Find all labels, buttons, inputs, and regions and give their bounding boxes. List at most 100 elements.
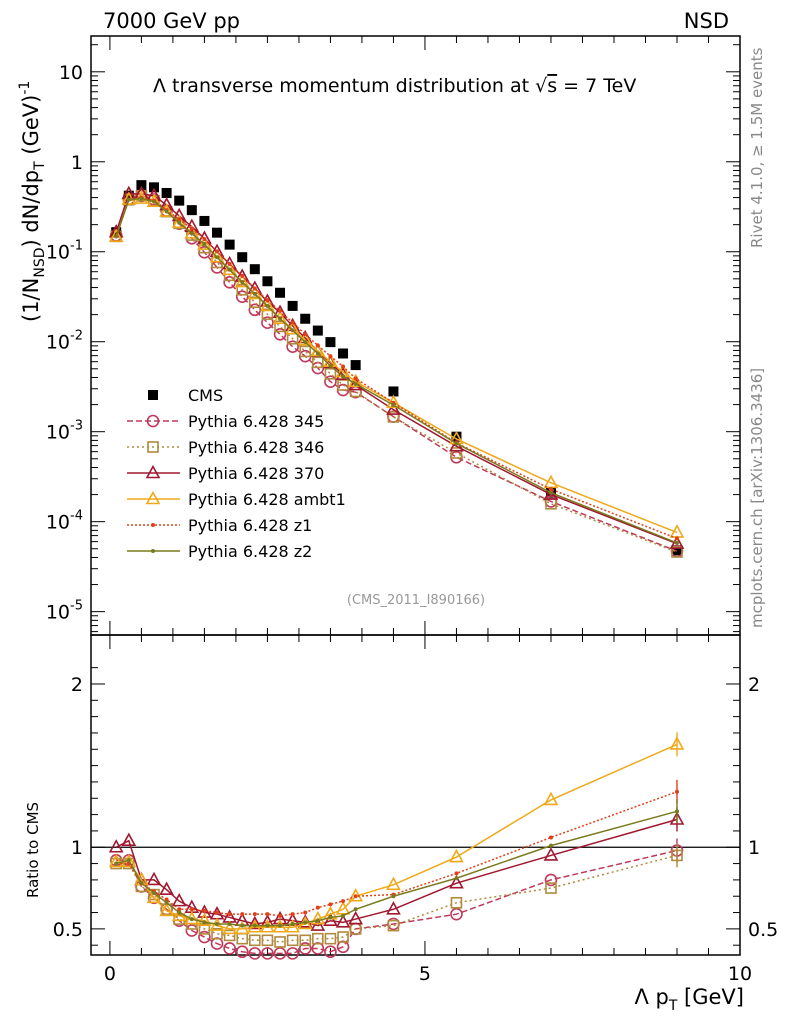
legend-item: Pythia 6.428 ambt1 — [127, 490, 346, 509]
ratio-point — [240, 912, 245, 917]
ratio-point — [227, 912, 232, 917]
ratio-point — [353, 907, 358, 912]
ratio-point — [324, 945, 337, 959]
legend-label: Pythia 6.428 370 — [188, 464, 324, 483]
data-point — [300, 313, 311, 324]
ratio-point — [248, 947, 262, 960]
ratio-y-tick-label-right: 0.5 — [748, 919, 778, 941]
data-point — [290, 320, 295, 325]
ratio-plot-frame — [90, 634, 741, 956]
data-point — [215, 249, 220, 254]
ratio-point — [335, 901, 351, 915]
data-point — [199, 215, 210, 226]
legend-marker — [151, 549, 155, 553]
data-point — [212, 227, 223, 238]
ratio-point — [159, 881, 174, 895]
ratio-point — [215, 910, 220, 915]
data-point — [450, 447, 463, 459]
ratio-point — [544, 873, 558, 887]
ratio-y-tick-label: 2 — [71, 674, 83, 696]
data-point — [114, 234, 119, 239]
y-axis-label-main: (1/NNSD) dN/dpT (GeV)-1 — [17, 81, 48, 322]
data-point — [249, 264, 260, 275]
ratio-line — [116, 810, 678, 927]
data-point — [312, 325, 323, 336]
legend-item: Pythia 6.428 345 — [127, 412, 324, 431]
data-point — [278, 308, 283, 313]
data-point — [324, 368, 337, 380]
data-point — [186, 205, 197, 216]
ratio-point — [386, 901, 401, 915]
y-tick-label: 10-3 — [46, 419, 83, 444]
legend-label: Pythia 6.428 z1 — [188, 516, 312, 535]
legend-label: Pythia 6.428 ambt1 — [188, 490, 346, 509]
ratio-point — [303, 920, 308, 925]
ratio-point — [211, 927, 223, 940]
ratio-point — [252, 923, 257, 928]
data-point — [189, 226, 194, 231]
data-point — [139, 196, 144, 201]
data-point — [386, 401, 401, 415]
data-point — [252, 286, 257, 291]
data-point — [312, 356, 324, 369]
data-point — [222, 261, 237, 276]
header-left-label: 7000 GeV pp — [103, 9, 240, 33]
ratio-point — [227, 921, 232, 926]
ratio-point — [450, 896, 463, 909]
ratio-line — [116, 743, 678, 930]
series-pythia-6-428-ambt1 — [108, 190, 685, 538]
ratio-point — [337, 931, 349, 943]
data-point — [543, 474, 559, 489]
ratio-point — [223, 929, 236, 942]
data-point — [177, 217, 182, 222]
ratio-point — [272, 910, 288, 925]
ratio-point — [261, 947, 274, 960]
y-tick-label: 10-4 — [46, 509, 83, 534]
data-point — [261, 316, 274, 329]
ratio-point — [348, 910, 363, 925]
ratio-point — [189, 907, 194, 912]
ratio-point — [215, 921, 220, 926]
ratio-point — [328, 915, 333, 920]
data-point — [224, 239, 235, 250]
ratio-point — [108, 853, 124, 868]
data-point — [674, 540, 679, 545]
ratio-point — [146, 871, 162, 886]
ratio-point — [545, 882, 557, 894]
ratio-point — [252, 912, 257, 917]
data-point — [174, 195, 185, 206]
data-point — [227, 262, 232, 267]
data-point — [262, 276, 273, 287]
data-point — [240, 280, 245, 285]
data-point — [159, 203, 174, 217]
ratio-y-tick-label: 0.5 — [53, 919, 83, 941]
y-tick-exponent: -5 — [70, 599, 83, 614]
data-point — [353, 376, 358, 381]
ratio-point — [315, 918, 320, 923]
data-point — [303, 332, 308, 337]
ratio-point — [312, 932, 324, 945]
data-point — [261, 308, 274, 321]
data-point — [388, 386, 399, 397]
ratio-y-tick-label-right: 2 — [748, 674, 760, 696]
header-right-label: NSD — [684, 9, 729, 33]
legend-marker — [145, 490, 161, 505]
ratio-point — [328, 902, 333, 907]
data-point — [265, 303, 270, 308]
ratio-point — [223, 942, 236, 955]
legend-item: Pythia 6.428 370 — [127, 464, 324, 483]
data-point — [548, 490, 553, 495]
analysis-label: (CMS_2011_I890166) — [347, 593, 485, 608]
y-tick-label: 10-2 — [46, 329, 83, 354]
ratio-point — [298, 942, 312, 955]
y-tick-label: 10-1 — [46, 239, 83, 264]
data-point — [391, 403, 396, 408]
data-point — [121, 191, 137, 205]
ratio-point — [177, 910, 182, 915]
plot-title: Λ transverse momentum distribution at √s… — [153, 75, 636, 97]
data-point — [164, 209, 169, 214]
ratio-point — [273, 947, 287, 960]
data-point — [234, 273, 250, 288]
mcplots-url-label: mcplots.cern.ch [arXiv:1306.3436] — [748, 368, 766, 628]
legend-marker — [147, 441, 159, 453]
